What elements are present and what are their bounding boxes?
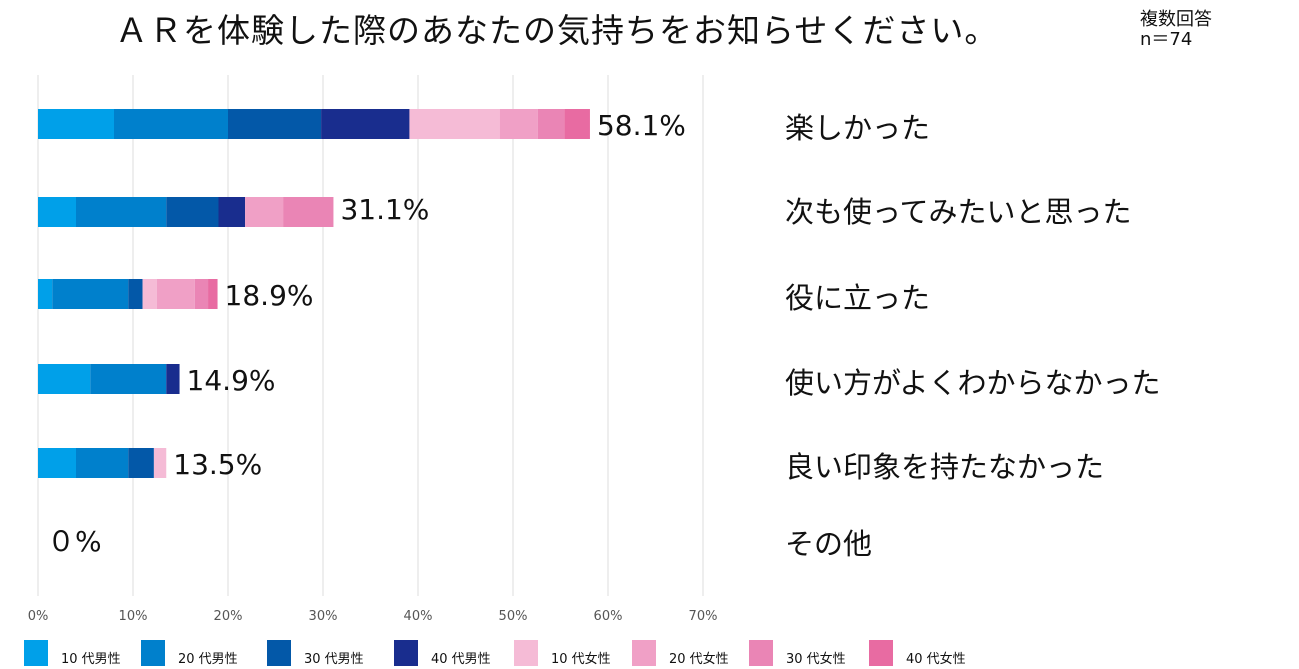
bar-segment bbox=[321, 109, 410, 139]
legend-swatch bbox=[514, 640, 538, 666]
legend-label: 40 代男性 bbox=[431, 652, 491, 667]
legend-label: 20 代女性 bbox=[669, 652, 729, 667]
x-tick-label: 0% bbox=[28, 609, 49, 624]
multiple-answer-note: 複数回答 bbox=[1140, 9, 1212, 30]
legend-swatch bbox=[24, 640, 48, 666]
category-label: 使い方がよくわからなかった bbox=[785, 366, 1161, 400]
response-note: 複数回答 n＝74 bbox=[1140, 10, 1212, 50]
bar-segment bbox=[537, 109, 565, 139]
bar-segment bbox=[38, 109, 114, 139]
bar-segment bbox=[208, 279, 218, 309]
x-tick-label: 20% bbox=[214, 609, 243, 624]
total-label: 18.9% bbox=[225, 279, 314, 312]
total-label: 13.5% bbox=[173, 448, 262, 481]
bar-segment bbox=[564, 109, 590, 139]
x-tick-label: 40% bbox=[404, 609, 433, 624]
bar-segment bbox=[142, 279, 157, 309]
x-tick-label: 70% bbox=[689, 609, 718, 624]
category-label: 役に立った bbox=[785, 281, 930, 315]
legend-label: 30 代女性 bbox=[786, 652, 846, 667]
total-label: ０% bbox=[47, 525, 102, 558]
bar-segment bbox=[114, 109, 228, 139]
total-label: 14.9% bbox=[187, 364, 276, 397]
bar-segment bbox=[228, 109, 322, 139]
bar-segment bbox=[128, 279, 143, 309]
chart-title: ＡＲを体験した際のあなたの気持ちをお知らせください。 bbox=[115, 11, 999, 50]
legend-swatch bbox=[869, 640, 893, 666]
bar-segment bbox=[76, 197, 167, 227]
x-tick-label: 10% bbox=[119, 609, 148, 624]
x-tick-label: 50% bbox=[499, 609, 528, 624]
legend-label: 40 代女性 bbox=[906, 652, 966, 667]
bar-segment bbox=[38, 279, 53, 309]
legend-label: 20 代男性 bbox=[178, 652, 238, 667]
category-label: その他 bbox=[785, 527, 872, 561]
bar-segment bbox=[156, 279, 195, 309]
stacked-bar-chart: 0% 10% 20% 30% 40% 50% 60% 70% 58.1% 楽しかった 31.1% 次も… bbox=[28, 75, 1161, 624]
legend-swatch bbox=[632, 640, 656, 666]
bar-segment bbox=[194, 279, 209, 309]
bar-segment bbox=[283, 197, 334, 227]
bar-segment bbox=[38, 197, 76, 227]
bar-segment bbox=[90, 364, 167, 394]
bar-segment bbox=[128, 448, 154, 478]
x-tick-label: 30% bbox=[309, 609, 338, 624]
x-tick-label: 60% bbox=[594, 609, 623, 624]
legend-swatch bbox=[267, 640, 291, 666]
bar-segment bbox=[52, 279, 129, 309]
sample-size-note: n＝74 bbox=[1140, 29, 1193, 50]
bar-segment bbox=[38, 364, 91, 394]
category-label: 楽しかった bbox=[785, 111, 930, 145]
legend-label: 10 代女性 bbox=[551, 652, 611, 667]
legend-label: 30 代男性 bbox=[304, 652, 364, 667]
legend-swatch bbox=[394, 640, 418, 666]
legend-swatch bbox=[141, 640, 165, 666]
bar-segment bbox=[166, 197, 219, 227]
bar-segment bbox=[245, 197, 284, 227]
legend-swatch bbox=[749, 640, 773, 666]
bar-segment bbox=[38, 448, 76, 478]
bar-segment bbox=[166, 364, 180, 394]
legend-label: 10 代男性 bbox=[61, 652, 121, 667]
bar-segment bbox=[499, 109, 538, 139]
chart-legend: 10 代男性 20 代男性 30 代男性 40 代男性 10 代女性 20 代女… bbox=[24, 640, 1299, 668]
bar-segment bbox=[409, 109, 500, 139]
total-label: 58.1% bbox=[597, 109, 686, 142]
total-label: 31.1% bbox=[340, 193, 429, 226]
bar-segment bbox=[153, 448, 167, 478]
category-label: 良い印象を持たなかった bbox=[785, 450, 1104, 484]
bar-segment bbox=[76, 448, 129, 478]
category-label: 次も使ってみたいと思った bbox=[785, 195, 1132, 229]
bar-segment bbox=[218, 197, 246, 227]
